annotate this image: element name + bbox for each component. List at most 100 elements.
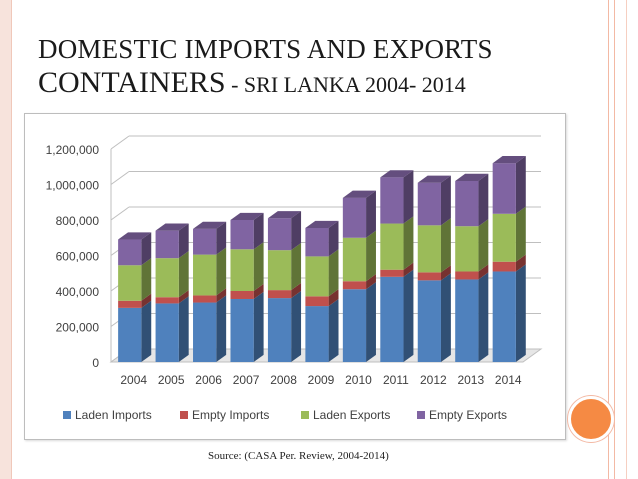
bar-segment bbox=[118, 307, 142, 362]
bar-segment bbox=[155, 230, 179, 259]
bar-side bbox=[328, 289, 339, 307]
x-tick-label: 2009 bbox=[308, 373, 335, 387]
bar-side bbox=[366, 230, 376, 282]
legend-swatch bbox=[301, 411, 309, 419]
bar-top bbox=[230, 212, 264, 220]
x-tick-label: 2013 bbox=[457, 373, 484, 387]
bar-side bbox=[178, 251, 189, 298]
y-tick-label: 200,000 bbox=[56, 321, 100, 335]
bar-top bbox=[417, 175, 451, 183]
bar-segment bbox=[380, 177, 404, 224]
bar-side bbox=[515, 254, 526, 272]
legend-label: Empty Imports bbox=[192, 408, 269, 422]
bar-segment bbox=[267, 218, 292, 251]
bar-segment bbox=[455, 226, 479, 272]
x-tick-label: 2010 bbox=[345, 373, 372, 387]
bar-segment bbox=[267, 290, 292, 299]
bar-top bbox=[455, 173, 489, 181]
bar-side bbox=[216, 295, 227, 362]
bar-side bbox=[328, 298, 339, 362]
y-tick-label: 1,000,000 bbox=[46, 179, 100, 193]
bar-segment bbox=[455, 180, 479, 227]
bar-side bbox=[440, 273, 451, 362]
bar-segment bbox=[305, 256, 329, 297]
bar-segment bbox=[267, 250, 292, 291]
title-line-2-main: CONTAINERS bbox=[38, 66, 226, 99]
bar-side bbox=[366, 282, 376, 362]
right-decor-line bbox=[614, 0, 615, 479]
bar-top bbox=[193, 221, 227, 229]
y-tick-label: 400,000 bbox=[56, 285, 100, 299]
bar-segment bbox=[492, 163, 516, 214]
bar-segment bbox=[118, 300, 142, 308]
legend-label: Laden Exports bbox=[313, 408, 390, 422]
right-decor-line bbox=[626, 0, 627, 479]
bar-segment bbox=[118, 239, 142, 266]
x-tick-label: 2011 bbox=[383, 373, 409, 387]
title-line-1: DOMESTIC IMPORTS AND EXPORTS bbox=[38, 34, 493, 64]
x-tick-label: 2012 bbox=[420, 373, 447, 387]
gridline-depth bbox=[110, 206, 130, 221]
slide-title: DOMESTIC IMPORTS AND EXPORTS CONTAINERS … bbox=[38, 32, 598, 105]
bar-segment bbox=[417, 272, 441, 281]
bar-side bbox=[178, 223, 189, 259]
legend-swatch bbox=[63, 411, 71, 419]
bar-side bbox=[478, 219, 489, 272]
right-decor-line bbox=[608, 0, 609, 479]
y-tick-label: 0 bbox=[92, 356, 99, 370]
bar-side bbox=[141, 258, 152, 301]
bar-side bbox=[478, 264, 489, 280]
bar-side bbox=[216, 288, 227, 303]
left-decor-strip bbox=[0, 0, 11, 479]
bar-segment bbox=[230, 220, 254, 250]
bar-top bbox=[155, 223, 189, 231]
bar-side bbox=[515, 156, 526, 214]
bar-side bbox=[440, 175, 451, 226]
stacked-bar-chart: 0 200,000 400,000 600,000 800,000 1,000,000 1,… bbox=[46, 135, 543, 422]
bar-side bbox=[291, 290, 302, 362]
bar-side bbox=[366, 274, 376, 290]
bar-side bbox=[478, 272, 489, 362]
accent-circle bbox=[568, 396, 614, 442]
x-tick-label: 2007 bbox=[233, 373, 260, 387]
bar-top bbox=[342, 190, 376, 198]
bar-segment bbox=[342, 237, 367, 282]
bar-segment bbox=[193, 228, 217, 255]
bar-segment bbox=[118, 265, 142, 301]
bar-side bbox=[440, 218, 451, 273]
chart-container: 0 200,000 400,000 600,000 800,000 1,000,000 1,… bbox=[24, 113, 566, 440]
x-tick-label: 2008 bbox=[270, 373, 297, 387]
bar-side bbox=[403, 216, 414, 270]
bar-side bbox=[253, 283, 264, 299]
bar-segment bbox=[230, 249, 254, 291]
gridline-depth bbox=[110, 135, 130, 150]
bar-side bbox=[253, 242, 264, 291]
bar-side bbox=[403, 269, 414, 362]
legend-label: Empty Exports bbox=[429, 408, 507, 422]
bar-side bbox=[141, 232, 152, 266]
bar-side bbox=[216, 221, 227, 255]
bar-side bbox=[291, 243, 302, 291]
title-line-2: CONTAINERS - SRI LANKA 2004- 2014 bbox=[38, 66, 598, 105]
bar-side bbox=[366, 190, 376, 238]
bar-segment bbox=[492, 271, 516, 362]
bar-side bbox=[216, 247, 227, 296]
bar-side bbox=[440, 265, 451, 281]
source-note: Source: (CASA Per. Review, 2004-2014) bbox=[208, 450, 389, 462]
y-tick-label: 800,000 bbox=[56, 214, 100, 228]
bar-top bbox=[267, 211, 302, 219]
bar-segment bbox=[230, 291, 254, 299]
bar-segment bbox=[380, 276, 404, 362]
bar-side bbox=[328, 220, 339, 257]
bar-side bbox=[403, 170, 414, 224]
left-decor-line bbox=[11, 0, 12, 479]
legend-label: Laden Imports bbox=[75, 408, 152, 422]
bar-segment bbox=[417, 182, 441, 226]
bar-side bbox=[328, 249, 339, 297]
title-line-2-rest: - SRI LANKA 2004- 2014 bbox=[225, 72, 466, 97]
bar-side bbox=[291, 211, 302, 251]
bar-segment bbox=[305, 296, 329, 307]
bar-top bbox=[305, 220, 339, 228]
bar-segment bbox=[492, 261, 516, 272]
bar-segment bbox=[193, 295, 217, 303]
